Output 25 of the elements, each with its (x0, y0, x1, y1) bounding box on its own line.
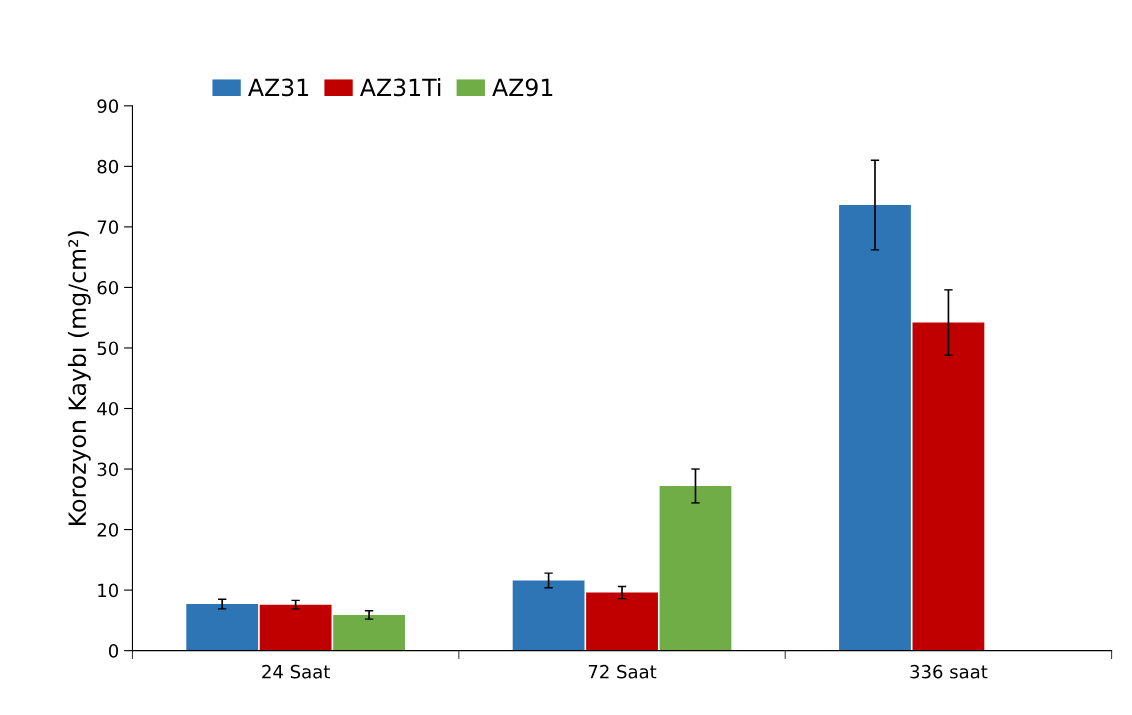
y-axis-title: Korozyon Kaybı (mg/cm²) (67, 231, 91, 525)
y-tick-label: 60 (97, 280, 119, 295)
bar (333, 614, 405, 651)
y-tick-label: 80 (97, 159, 119, 174)
y-tick-label: 50 (97, 341, 119, 356)
y-tick-label: 30 (97, 462, 119, 477)
bar (912, 322, 985, 651)
legend-label: AZ31Ti (360, 78, 441, 97)
bar (186, 604, 259, 651)
y-tick-label: 0 (108, 644, 119, 658)
y-tick-label: 70 (97, 220, 119, 235)
bar (586, 592, 658, 651)
legend-label: AZ31 (248, 78, 309, 97)
legend-label: AZ91 (492, 78, 553, 97)
bar (839, 205, 911, 651)
x-tick-label: 24 Saat (262, 664, 330, 679)
y-tick-label: 90 (97, 99, 119, 113)
x-tick-label: 336 saat (910, 664, 988, 679)
y-tick-label: 40 (97, 401, 119, 416)
bar (512, 580, 585, 651)
bar (659, 485, 732, 651)
y-tick-label: 20 (97, 523, 119, 537)
y-tick-label: 10 (98, 583, 119, 598)
x-tick-label: 72 Saat (588, 664, 657, 679)
bar (259, 604, 332, 651)
